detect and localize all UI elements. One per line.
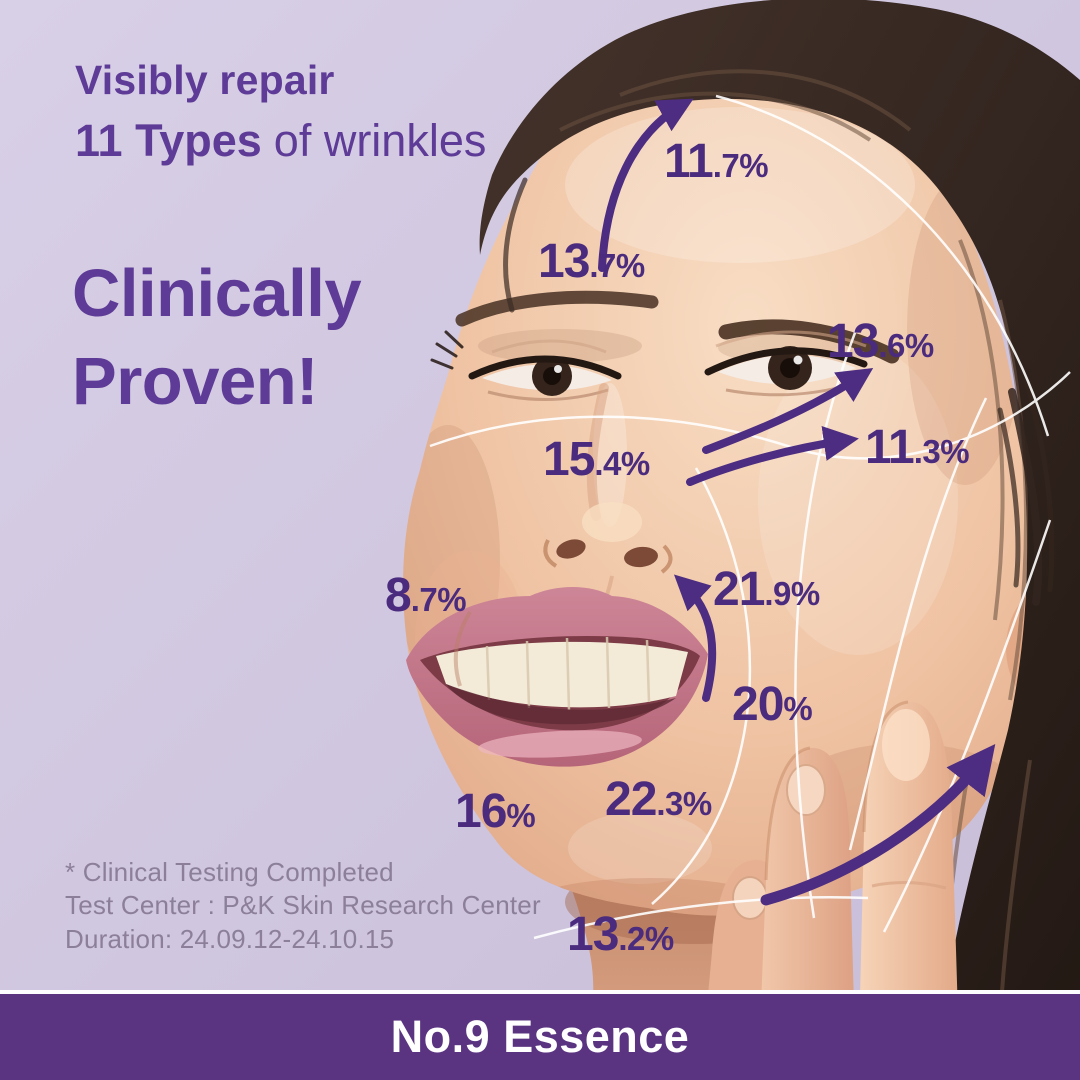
footnote-line3: Duration: 24.09.12-24.10.15 <box>65 923 395 954</box>
metric-decimal: .4% <box>594 445 650 482</box>
metric-decimal: .7% <box>410 581 467 618</box>
footnote: * Clinical Testing Completed Test Center… <box>65 856 541 956</box>
metric-brow: 13.7% <box>538 238 645 286</box>
claim-title: Clinically Proven! <box>72 250 362 427</box>
headline-line2: 11 Types of wrinkles <box>75 118 486 163</box>
footnote-line2: Test Center : P&K Skin Research Center <box>65 890 541 921</box>
guide-chin-arc <box>533 896 869 940</box>
guide-cheek-arc-2 <box>848 397 988 851</box>
guide-lines <box>429 94 1071 940</box>
metric-decimal: % <box>506 797 536 834</box>
metric-nose-bridge: 15.4% <box>543 436 650 484</box>
metric-nasolabial: 21.9% <box>713 566 820 614</box>
metric-value: 13 <box>827 315 879 368</box>
guide-forehead-arc <box>715 94 1050 437</box>
metric-value: 11 <box>664 135 714 188</box>
arrow-nasolabial-icon <box>673 574 717 702</box>
metric-chin: 16% <box>455 785 536 838</box>
right-eyebrow <box>718 319 900 364</box>
hair-wisp <box>503 177 528 313</box>
product-name: No.9 Essence <box>390 1011 690 1062</box>
guide-cheek-arc-1 <box>794 329 858 919</box>
face <box>403 47 1031 916</box>
face-shading <box>403 107 1030 916</box>
metric-upper-lip: 8.7% <box>385 569 467 622</box>
metric-value: 13 <box>538 235 590 288</box>
metric-decimal: .3% <box>913 433 970 470</box>
metric-neck: 13.2% <box>567 911 674 959</box>
metric-decimal: .3% <box>656 785 712 822</box>
metric-forehead: 11.7% <box>664 135 769 188</box>
trend-arrows <box>598 98 996 906</box>
footnote-line1: * Clinical Testing Completed <box>65 857 394 887</box>
metric-value: 21 <box>713 563 765 616</box>
eyebrows <box>455 290 900 364</box>
metric-decimal: .2% <box>618 920 674 957</box>
metric-jawline: 22.3% <box>605 776 712 824</box>
metric-eye-corner: 13.6% <box>827 318 934 366</box>
sideburn <box>997 377 1055 606</box>
left-eye <box>430 330 622 401</box>
lips <box>406 587 708 767</box>
teeth <box>436 641 688 708</box>
arrow-forehead-icon <box>598 98 694 272</box>
left-eyebrow <box>455 290 659 327</box>
headline-types-count: 11 Types <box>75 115 262 166</box>
metric-decimal: % <box>783 690 813 727</box>
headline-line1: Visibly repair <box>75 57 335 103</box>
metric-value: 13 <box>567 908 619 961</box>
guide-jaw-arc <box>882 519 1052 933</box>
metric-decimal: .7% <box>589 247 645 284</box>
product-banner: No.9 Essence <box>0 990 1080 1080</box>
metric-value: 20 <box>732 678 784 731</box>
metric-decimal: .6% <box>878 327 934 364</box>
headline: Visibly repair 11 Types of wrinkles <box>75 57 486 164</box>
arrow-under-eye-icon <box>686 426 859 486</box>
claim-line1: Clinically <box>72 256 362 331</box>
claim-line2: Proven! <box>72 344 318 420</box>
headline-line2-rest: of wrinkles <box>273 115 487 166</box>
metric-value: 15 <box>543 433 595 486</box>
guide-nasolabial-arc <box>651 467 752 905</box>
index-finger <box>858 701 960 1080</box>
arrow-jawline-icon <box>760 744 996 906</box>
metric-under-eye: 11.3% <box>865 421 970 474</box>
metric-value: 11 <box>865 421 915 474</box>
metric-decimal: .9% <box>764 575 820 612</box>
metric-value: 16 <box>455 785 507 838</box>
metric-cheek: 20% <box>732 678 813 731</box>
metric-value: 22 <box>605 773 657 826</box>
arrow-eye-corner-icon <box>702 367 874 454</box>
metric-value: 8 <box>385 569 412 622</box>
metric-decimal: .7% <box>712 147 769 184</box>
